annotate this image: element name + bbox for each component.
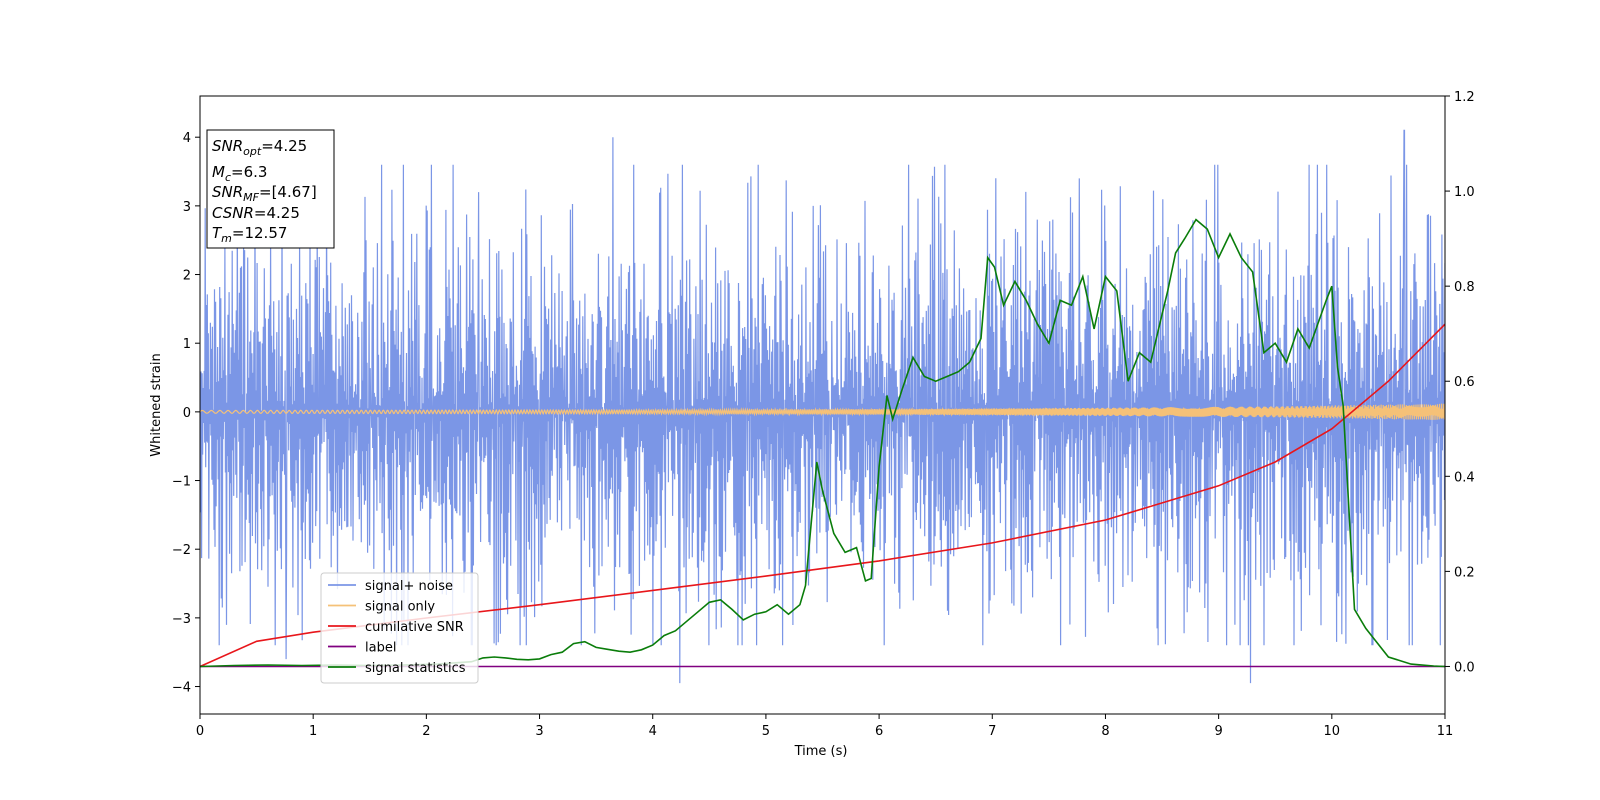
signal-noise-line (200, 129, 1445, 684)
x-tick-label: 9 (1214, 724, 1222, 739)
y-tick-label: 3 (183, 200, 191, 215)
y-tick-label: −1 (172, 475, 191, 490)
y2-tick-label: 0.8 (1454, 280, 1475, 295)
x-tick-label: 7 (988, 724, 996, 739)
legend-entry: cumilative SNR (365, 620, 464, 635)
info-box-line: CSNR=4.25 (212, 204, 300, 222)
y2-tick-label: 0.0 (1454, 660, 1475, 675)
y-tick-label: 0 (183, 406, 191, 421)
info-box-line: Tm=12.57 (212, 224, 287, 245)
x-tick-label: 4 (649, 724, 657, 739)
signal-only-series (200, 403, 1445, 420)
y2-tick-label: 0.2 (1454, 565, 1475, 580)
x-tick-label: 6 (875, 724, 883, 739)
x-tick-label: 5 (762, 724, 770, 739)
legend-entry: label (365, 641, 396, 656)
x-axis-label: Time (s) (794, 744, 848, 759)
y-tick-label: −3 (172, 612, 191, 627)
y-tick-label: 1 (183, 337, 191, 352)
x-tick-label: 11 (1437, 724, 1454, 739)
x-tick-label: 2 (422, 724, 430, 739)
y2-tick-label: 0.4 (1454, 470, 1475, 485)
signal-only-line (200, 403, 1445, 420)
x-tick-label: 10 (1324, 724, 1341, 739)
axis-ticks: 0 1 2 3 4 5 6 7 8 9 10 1143210−1−2−3−41.21.00.80.60… (172, 90, 1475, 739)
x-tick-label: 8 (1101, 724, 1109, 739)
y2-tick-label: 0.6 (1454, 375, 1475, 390)
signal-statistics-line (200, 218, 1445, 668)
legend-frame (320, 572, 479, 684)
x-tick-label: 3 (535, 724, 543, 739)
y2-tick-label: 1.2 (1454, 90, 1475, 105)
legend-entry: signal+ noise (365, 579, 453, 594)
info-box-line: Mc=6.3 (212, 163, 267, 184)
signal-noise-series (200, 129, 1445, 684)
legend: signal+ noise signal only cumilative SNR la… (320, 572, 479, 684)
x-tick-label: 1 (309, 724, 317, 739)
plot-frame (199, 95, 1446, 715)
y-tick-label: 4 (183, 131, 191, 146)
x-tick-label: 0 (196, 724, 204, 739)
info-box-line: SNRMF=[4.67] (212, 183, 317, 204)
y-axis-label: Whitened strain (149, 353, 164, 456)
legend-entry: signal statistics (365, 661, 466, 676)
y-tick-label: −2 (172, 543, 191, 558)
y-tick-label: −4 (172, 681, 191, 696)
info-box-line: SNRopt=4.25 (212, 137, 307, 158)
y-tick-label: 2 (183, 269, 191, 284)
y2-tick-label: 1.0 (1454, 185, 1475, 200)
legend-entry: signal only (365, 600, 435, 615)
info-box-frame (206, 129, 335, 249)
